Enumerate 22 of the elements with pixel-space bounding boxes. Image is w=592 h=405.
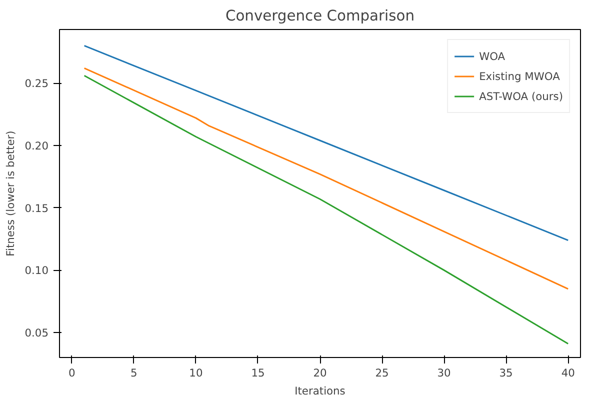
- x-tick-label: 30: [437, 366, 452, 380]
- x-tick-label: 40: [561, 366, 576, 380]
- y-tick-label: 0.20: [24, 139, 49, 152]
- x-tick-label: 15: [251, 366, 265, 380]
- y-tick-label: 0.15: [24, 202, 49, 215]
- line-series: [84, 44, 569, 242]
- line-series: [84, 67, 569, 290]
- x-tick-label: 10: [189, 366, 203, 380]
- legend-label: AST-WOA (ours): [479, 90, 563, 102]
- x-tick-label: 20: [313, 366, 327, 380]
- y-tick-label: 0.10: [24, 264, 49, 278]
- y-axis-title: Fitness (lower is better): [4, 130, 17, 256]
- x-tick-label: 25: [375, 366, 389, 380]
- y-tick-label: 0.25: [24, 77, 49, 90]
- x-tick-label: 0: [68, 366, 76, 380]
- x-tick-label: 5: [130, 366, 138, 380]
- x-tick-label: 35: [499, 366, 513, 380]
- legend-label: Existing MWOA: [479, 70, 560, 82]
- chart-title: Convergence Comparison: [225, 8, 415, 24]
- y-tick-label: 0.05: [24, 326, 49, 340]
- x-axis-title: Iterations: [294, 384, 346, 398]
- legend-label: WOA: [479, 50, 506, 62]
